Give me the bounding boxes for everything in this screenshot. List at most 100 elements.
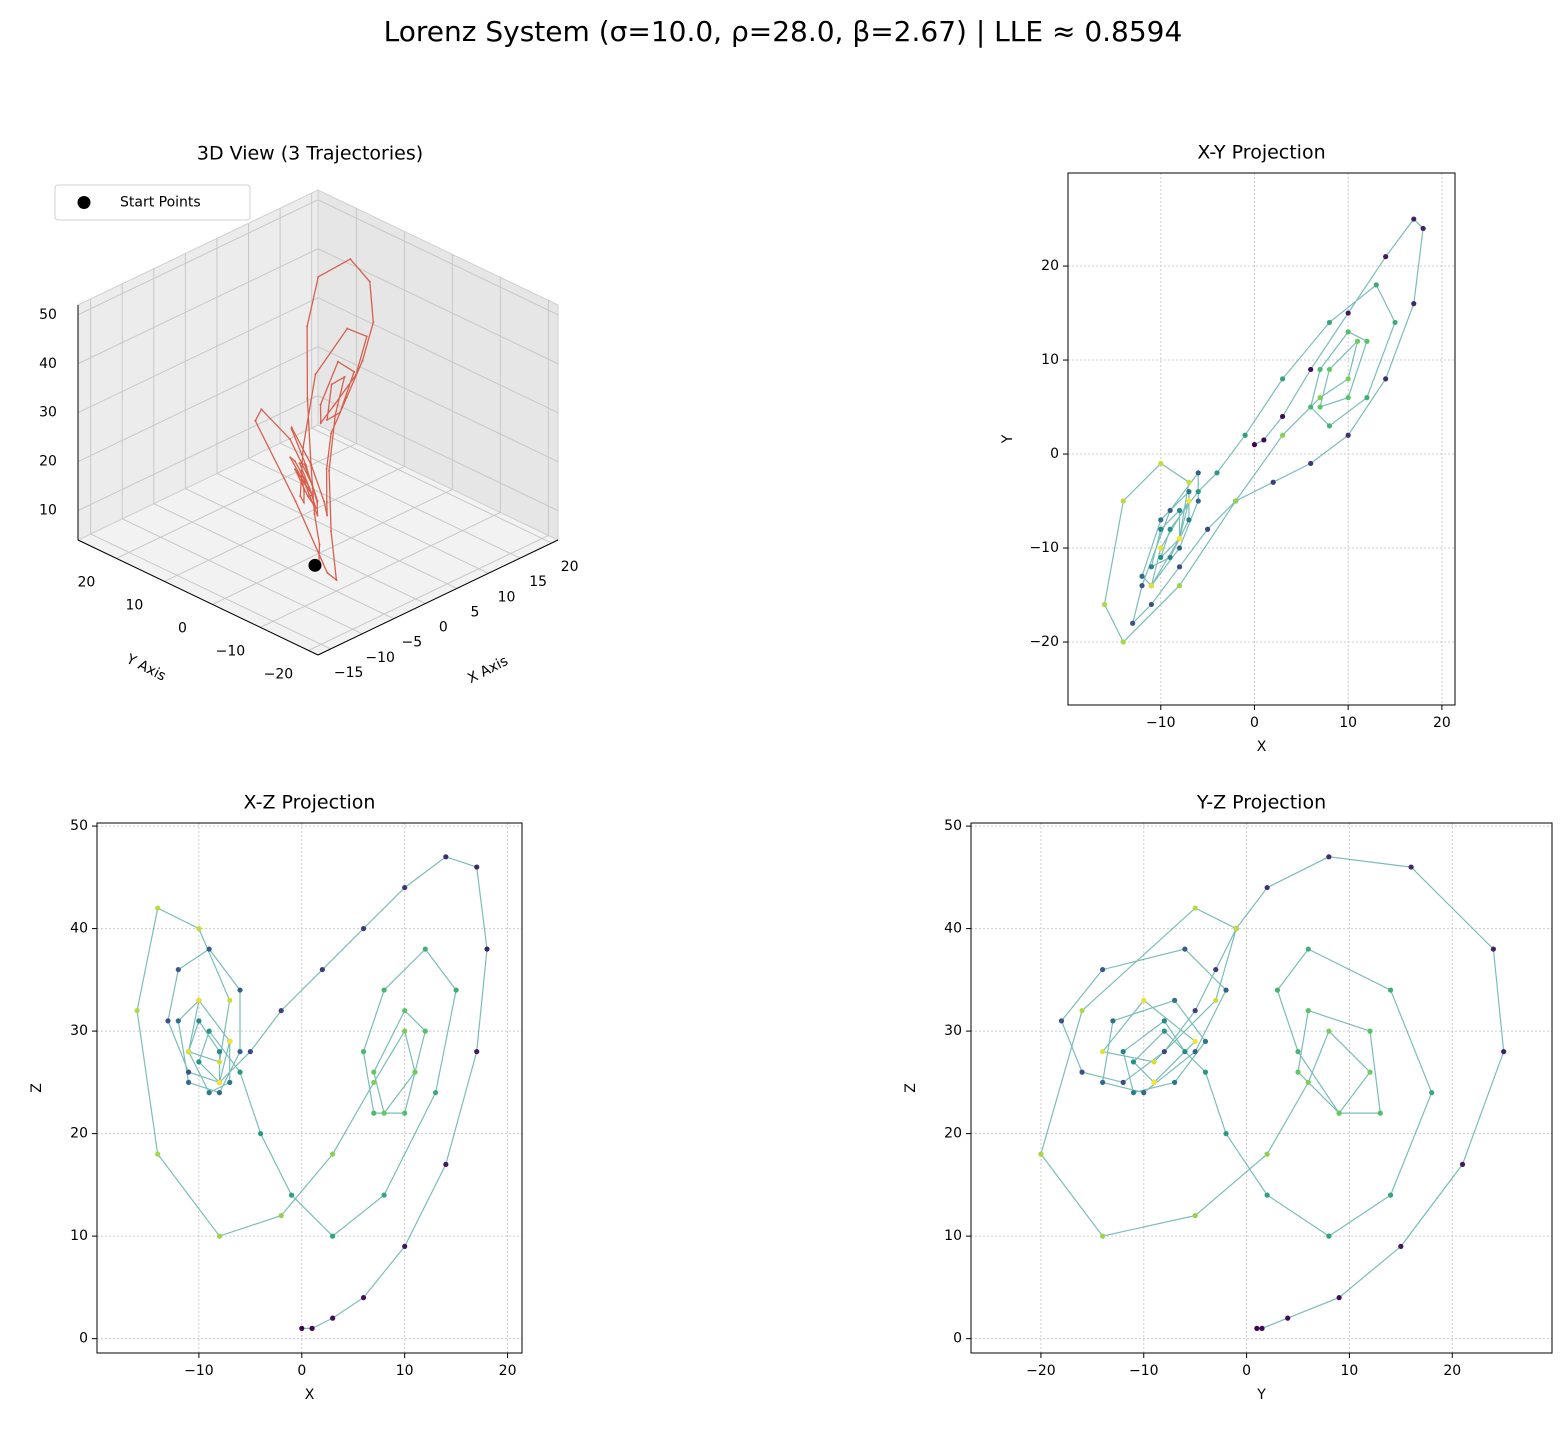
x-tick-label: 20	[561, 559, 579, 575]
y-tick-label: 0	[1050, 446, 1059, 462]
trajectory-point	[1148, 583, 1154, 589]
trajectory-point	[299, 1325, 305, 1331]
trajectory-point	[484, 946, 490, 952]
trajectory-point	[474, 864, 480, 870]
trajectory-point	[1420, 225, 1426, 232]
trajectory-vertex	[336, 360, 339, 363]
trajectory-point	[1161, 1049, 1167, 1055]
x-tick-label: 0	[1242, 1363, 1251, 1379]
trajectory-vertex	[303, 463, 306, 466]
trajectory-point	[1161, 1018, 1167, 1024]
trajectory-point	[330, 1151, 336, 1157]
x-tick-label: 20	[1443, 1363, 1461, 1379]
trajectory-point	[1317, 404, 1323, 410]
trajectory-point	[1459, 1161, 1466, 1167]
trajectory-point	[1192, 1213, 1198, 1219]
y-tick-label: −10	[216, 643, 246, 659]
trajectory-point	[1285, 1315, 1291, 1321]
panel-title: Y-Z Projection	[1196, 792, 1326, 814]
trajectory-vertex	[313, 513, 316, 516]
trajectory-vertex	[289, 456, 292, 459]
trajectory-point	[237, 1049, 243, 1055]
grid-line	[77, 248, 319, 365]
x-tick-label: 10	[1339, 715, 1357, 731]
trajectory-point	[1326, 1028, 1332, 1034]
trajectory-vertex	[346, 327, 349, 330]
trajectory-vertex	[335, 578, 338, 581]
y-tick-label: 10	[70, 1228, 88, 1244]
grid-line	[248, 457, 489, 574]
trajectory-point	[1120, 1079, 1126, 1085]
trajectory-point	[1264, 884, 1270, 891]
trajectory-point	[1161, 1028, 1167, 1034]
trajectory-point	[258, 1131, 264, 1137]
y-tick-label: 40	[70, 921, 88, 937]
trajectory-point	[1387, 1192, 1394, 1198]
trajectory-vertex	[323, 500, 326, 503]
trajectory-point	[1383, 254, 1389, 260]
trajectory-point	[1233, 498, 1239, 504]
trajectory-point	[1148, 564, 1154, 570]
x-tick-label: 10	[396, 1363, 414, 1379]
trajectory-point	[1305, 946, 1311, 952]
grid-line	[317, 199, 559, 316]
trajectory-point	[1345, 310, 1351, 316]
trajectory-point	[1202, 1038, 1209, 1044]
trajectory-point	[1223, 987, 1229, 993]
y-tick-label: 10	[1041, 352, 1059, 368]
trajectory-point	[1192, 1008, 1198, 1014]
trajectory-vertex	[319, 403, 322, 406]
trajectory-vertex	[311, 484, 314, 487]
trajectory-point	[1130, 1059, 1137, 1065]
trajectory-point	[1158, 554, 1164, 561]
trajectory-vertex	[334, 414, 337, 417]
trajectory-point	[1367, 1028, 1373, 1034]
trajectory-point	[1261, 437, 1267, 443]
trajectory-vertex	[345, 396, 348, 399]
trajectory-point	[196, 925, 202, 932]
trajectory-point	[1079, 1069, 1085, 1075]
z-tick-label: 50	[39, 307, 57, 323]
trajectory-point	[1408, 864, 1414, 870]
trajectory-point	[1214, 470, 1220, 476]
grid-line	[121, 518, 363, 635]
y-axis-label: Z	[29, 1083, 45, 1093]
trajectory-point	[1182, 946, 1188, 952]
trajectory-vertex	[338, 411, 341, 414]
x-tick-label: 20	[1433, 715, 1451, 731]
trajectory-vertex	[330, 530, 333, 533]
trajectory-point	[1158, 517, 1164, 523]
trajectory-point	[402, 1243, 408, 1249]
trajectory-point	[278, 1213, 284, 1219]
trajectory-vertex	[330, 383, 333, 386]
y-tick-label: 20	[1041, 258, 1059, 274]
trajectory-point	[1345, 329, 1351, 335]
trajectory-point	[1308, 404, 1314, 410]
trajectory-point	[237, 1069, 243, 1075]
grid-line	[317, 297, 559, 414]
x-tick-label: 5	[470, 604, 479, 620]
trajectory-vertex	[332, 404, 335, 407]
y-tick-label: 30	[70, 1023, 88, 1039]
grid-line	[116, 442, 357, 559]
trajectory-point	[1377, 1110, 1383, 1116]
trajectory-point	[1195, 489, 1201, 495]
trajectory-vertex	[294, 500, 297, 503]
trajectory-point	[1100, 1233, 1106, 1239]
trajectory-point	[1130, 620, 1136, 626]
trajectory-vertex	[299, 495, 302, 498]
trajectory-point	[330, 1233, 336, 1239]
trajectory-point	[1259, 1325, 1265, 1331]
trajectory-point	[1213, 997, 1219, 1003]
trajectory-point	[237, 987, 243, 993]
trajectory-point	[1192, 1038, 1198, 1044]
trajectory-vertex	[319, 421, 322, 424]
trajectory-point	[1186, 517, 1192, 523]
trajectory-point	[1148, 601, 1154, 608]
trajectory-point	[1490, 946, 1496, 952]
x-tick-label: −10	[1146, 715, 1176, 731]
trajectory-point	[381, 1192, 387, 1198]
trajectory-vertex	[314, 373, 317, 376]
grid-line	[216, 472, 458, 589]
trajectory-point	[402, 1110, 408, 1116]
